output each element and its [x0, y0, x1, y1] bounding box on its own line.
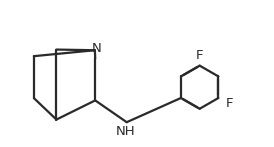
Text: NH: NH	[116, 125, 136, 138]
Text: F: F	[196, 49, 203, 62]
Text: N: N	[92, 42, 102, 55]
Text: F: F	[226, 97, 233, 110]
